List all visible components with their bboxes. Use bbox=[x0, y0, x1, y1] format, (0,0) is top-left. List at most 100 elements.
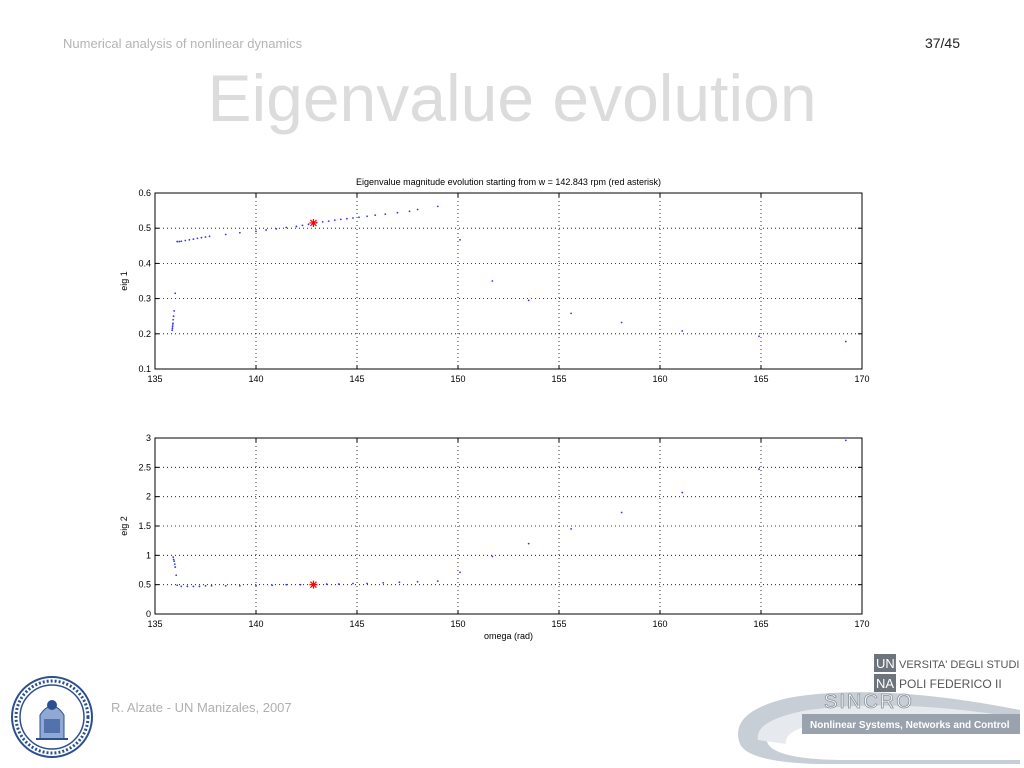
chart1-data-point bbox=[285, 226, 288, 229]
chart1-data-point bbox=[224, 233, 227, 236]
chart1-y-tick-label: 0.4 bbox=[138, 258, 151, 268]
chart2-data-point bbox=[459, 571, 461, 574]
chart1-x-tick-label: 160 bbox=[652, 374, 667, 384]
chart1-data-point bbox=[527, 299, 530, 302]
presentation-subtitle: Numerical analysis of nonlinear dynamics bbox=[63, 36, 303, 51]
chart1-data-point bbox=[180, 240, 183, 243]
chart1-x-tick-label: 170 bbox=[854, 374, 869, 384]
chart1-x-tick-label: 145 bbox=[349, 374, 364, 384]
chart1-data-point bbox=[188, 238, 191, 241]
chart2-data-point bbox=[352, 582, 354, 585]
logo-na: NA bbox=[876, 676, 894, 691]
chart2-x-tick-label: 140 bbox=[248, 619, 263, 629]
chart1-data-point bbox=[384, 213, 387, 216]
chart1-data-point bbox=[374, 214, 377, 217]
chart2-data-point bbox=[255, 584, 257, 587]
chart2-data-point bbox=[175, 574, 178, 577]
chart1-data-point bbox=[321, 220, 324, 223]
chart2-y-tick-label: 1.5 bbox=[138, 521, 151, 531]
chart1-data-point bbox=[327, 220, 330, 223]
chart2-x-axis-label: omega (rad) bbox=[484, 631, 533, 641]
chart1-y-tick-label: 0.2 bbox=[138, 329, 151, 339]
chart2-data-point bbox=[620, 511, 623, 514]
chart2-data-point bbox=[366, 582, 368, 585]
chart1-data-point bbox=[208, 235, 211, 238]
chart1-data-point bbox=[620, 321, 623, 324]
chart1-data-point bbox=[366, 215, 368, 218]
chart1-data-point bbox=[171, 329, 174, 332]
chart2-data-point bbox=[844, 439, 847, 442]
chart1-x-tick-label: 135 bbox=[147, 374, 162, 384]
chart1-data-point bbox=[172, 315, 175, 318]
chart2-y-tick-label: 0.5 bbox=[138, 580, 151, 590]
university-seal-icon bbox=[11, 676, 93, 758]
chart2-data-point bbox=[527, 542, 530, 545]
chart1-data-point bbox=[171, 327, 174, 330]
chart1-data-point bbox=[178, 240, 181, 243]
chart1-data-point bbox=[255, 230, 257, 233]
chart1-data-point bbox=[192, 238, 195, 241]
chart1-data-point bbox=[408, 210, 411, 213]
logo-line2: POLI FEDERICO II bbox=[899, 677, 1002, 691]
logo-uni: UNI bbox=[876, 656, 898, 671]
chart2-y-tick-label: 3 bbox=[146, 433, 151, 443]
chart2-data-point bbox=[224, 584, 227, 587]
chart1-plot-area bbox=[154, 192, 863, 370]
logo-tagline: Nonlinear Systems, Networks and Control bbox=[810, 720, 1010, 731]
chart2-data-point bbox=[204, 584, 207, 587]
chart1-y-tick-label: 0.3 bbox=[138, 294, 151, 304]
chart2-data-point bbox=[210, 584, 213, 587]
eigenvalue-figure: 135 140 145 150 155 160 165 170 0.1 0.2 0.3 0.4 0.5 0… bbox=[119, 177, 870, 641]
chart2-x-tick-label: 150 bbox=[450, 619, 465, 629]
chart2-data-point bbox=[416, 580, 419, 583]
chart1-data-point bbox=[176, 240, 179, 243]
chart2-data-point bbox=[174, 566, 177, 568]
chart1-data-point bbox=[491, 280, 494, 282]
chart1-y-axis-label: eig 1 bbox=[119, 271, 129, 291]
sincro-logo: UNI NA VERSITA' DEGLI STUDI DI POLI FEDE… bbox=[738, 654, 1020, 764]
chart1-data-point bbox=[200, 236, 203, 239]
chart1-data-point bbox=[172, 322, 174, 325]
chart2-data-point bbox=[180, 585, 183, 588]
chart1-data-point bbox=[339, 218, 342, 221]
chart1-y-tick-label: 0.1 bbox=[138, 364, 151, 374]
chart2-x-tick-label: 160 bbox=[652, 619, 667, 629]
chart1-data-point bbox=[352, 217, 354, 219]
chart1-x-tick-label: 140 bbox=[248, 374, 263, 384]
chart1-data-point bbox=[416, 208, 419, 211]
chart1-data-point bbox=[346, 217, 348, 220]
chart2-x-tick-label: 170 bbox=[854, 619, 869, 629]
chart1-data-point bbox=[171, 325, 174, 328]
chart2-data-point bbox=[299, 583, 302, 586]
chart1-data-point bbox=[436, 205, 439, 208]
chart2-y-tick-label: 2.5 bbox=[138, 462, 151, 472]
chart2-data-point bbox=[173, 560, 176, 563]
chart2-data-point bbox=[325, 583, 328, 585]
chart1-data-point bbox=[459, 238, 461, 241]
chart2-data-point bbox=[570, 528, 573, 530]
logo-sincro: SINCRO bbox=[824, 691, 914, 713]
chart2-data-point bbox=[172, 558, 175, 561]
chart2-y-tick-label: 2 bbox=[146, 492, 151, 502]
chart2-data-point bbox=[186, 585, 189, 588]
chart2-x-tick-label: 155 bbox=[551, 619, 566, 629]
chart2-highlight-marker bbox=[309, 580, 318, 589]
chart1-data-point bbox=[275, 228, 278, 230]
chart2-data-point bbox=[271, 584, 274, 587]
chart2-data-point bbox=[172, 556, 175, 558]
chart2-data-point bbox=[681, 491, 684, 494]
chart1-data-point bbox=[844, 340, 847, 343]
chart1-data-point bbox=[265, 229, 267, 231]
chart2-y-tick-label: 0 bbox=[146, 609, 151, 619]
chart1-data-point bbox=[184, 239, 187, 242]
chart1-data-point bbox=[307, 223, 310, 226]
chart1-data-point bbox=[238, 231, 241, 234]
chart2-data-point bbox=[337, 583, 340, 585]
chart2-data-point bbox=[285, 583, 288, 586]
chart1-data-point bbox=[171, 324, 174, 326]
chart1-data-point bbox=[204, 236, 207, 238]
chart1-x-tick-label: 165 bbox=[753, 374, 768, 384]
chart1-x-tick-label: 155 bbox=[551, 374, 566, 384]
chart2-x-tick-label: 165 bbox=[753, 619, 768, 629]
chart1-title: Eigenvalue magnitude evolution starting … bbox=[356, 177, 661, 187]
